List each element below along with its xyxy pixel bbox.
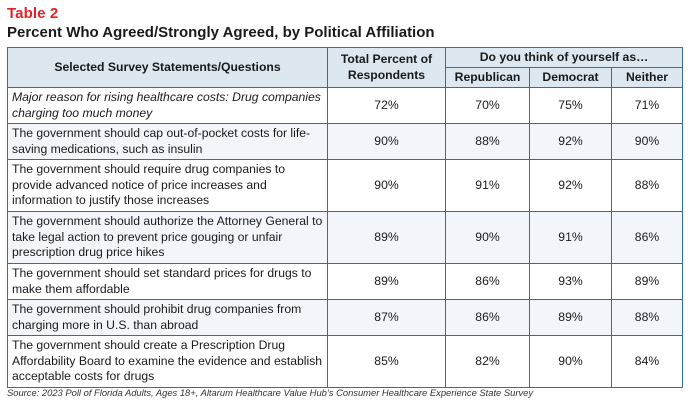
row-democrat: 89% bbox=[529, 299, 612, 336]
header-neither: Neither bbox=[611, 67, 683, 88]
row-democrat: 93% bbox=[529, 263, 612, 300]
table-row: The government should require drug compa… bbox=[7, 159, 683, 212]
row-democrat: 91% bbox=[529, 211, 612, 264]
row-democrat: 90% bbox=[529, 335, 612, 388]
row-statement: The government should cap out-of-pocket … bbox=[7, 123, 328, 160]
row-neither: 86% bbox=[611, 211, 683, 264]
row-total: 85% bbox=[327, 335, 446, 388]
row-democrat: 92% bbox=[529, 159, 612, 212]
table-row: The government should set standard price… bbox=[7, 263, 683, 300]
row-democrat: 75% bbox=[529, 87, 612, 124]
table-row: The government should cap out-of-pocket … bbox=[7, 123, 683, 160]
row-total: 89% bbox=[327, 211, 446, 264]
row-neither: 88% bbox=[611, 159, 683, 212]
row-statement: The government should prohibit drug comp… bbox=[7, 299, 328, 336]
row-statement: The government should require drug compa… bbox=[7, 159, 328, 212]
row-republican: 86% bbox=[445, 299, 530, 336]
row-total: 89% bbox=[327, 263, 446, 300]
row-democrat: 92% bbox=[529, 123, 612, 160]
table-number: Table 2 bbox=[7, 5, 59, 22]
table-title: Percent Who Agreed/Strongly Agreed, by P… bbox=[7, 24, 435, 41]
header-democrat: Democrat bbox=[529, 67, 612, 88]
row-statement: The government should set standard price… bbox=[7, 263, 328, 300]
row-republican: 91% bbox=[445, 159, 530, 212]
row-republican: 90% bbox=[445, 211, 530, 264]
row-neither: 88% bbox=[611, 299, 683, 336]
row-republican: 86% bbox=[445, 263, 530, 300]
table-row: The government should create a Prescript… bbox=[7, 335, 683, 388]
row-total: 72% bbox=[327, 87, 446, 124]
row-total: 87% bbox=[327, 299, 446, 336]
row-statement: The government should create a Prescript… bbox=[7, 335, 328, 388]
row-republican: 82% bbox=[445, 335, 530, 388]
row-total: 90% bbox=[327, 123, 446, 160]
header-total: Total Percent of Respondents bbox=[327, 47, 446, 88]
source-note: Source: 2023 Poll of Florida Adults, Age… bbox=[7, 387, 534, 398]
table-row: The government should authorize the Atto… bbox=[7, 211, 683, 264]
survey-table: Selected Survey Statements/Questions Tot… bbox=[7, 47, 683, 388]
row-neither: 89% bbox=[611, 263, 683, 300]
table-row: Major reason for rising healthcare costs… bbox=[7, 87, 683, 124]
row-neither: 71% bbox=[611, 87, 683, 124]
header-statements: Selected Survey Statements/Questions bbox=[7, 47, 328, 88]
header-republican: Republican bbox=[445, 67, 530, 88]
header-affiliation-group: Do you think of yourself as… bbox=[445, 47, 683, 68]
row-total: 90% bbox=[327, 159, 446, 212]
row-republican: 70% bbox=[445, 87, 530, 124]
table-row: The government should prohibit drug comp… bbox=[7, 299, 683, 336]
row-statement: Major reason for rising healthcare costs… bbox=[7, 87, 328, 124]
row-statement: The government should authorize the Atto… bbox=[7, 211, 328, 264]
row-republican: 88% bbox=[445, 123, 530, 160]
row-neither: 90% bbox=[611, 123, 683, 160]
row-neither: 84% bbox=[611, 335, 683, 388]
